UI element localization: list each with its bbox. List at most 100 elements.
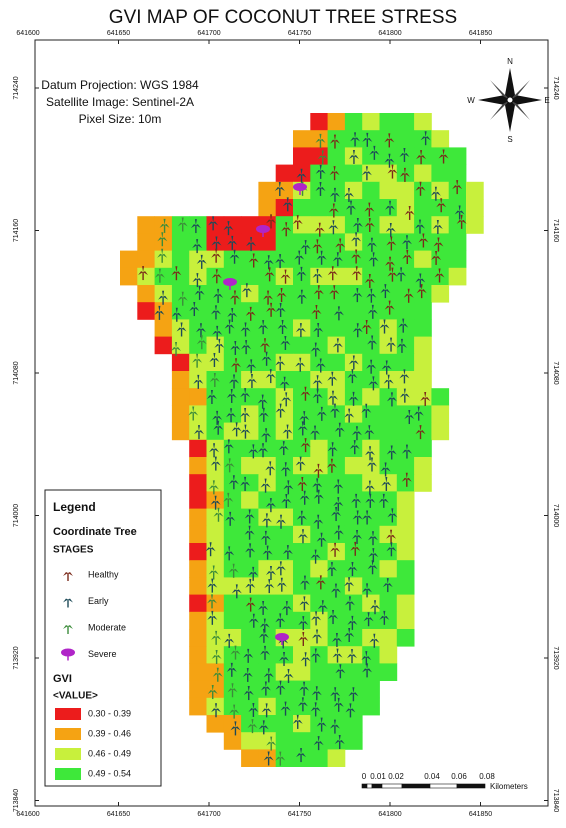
tree-icon [327,610,340,625]
gvi-cell [241,715,259,733]
tree-crown [275,288,288,298]
tree-crown [332,525,345,535]
gvi-cell [189,371,207,389]
tree-icon [263,267,276,282]
tree-crown [400,472,413,482]
tree-crown [316,600,329,610]
tree-crown [346,562,359,572]
tree-crown [243,509,256,519]
tree-crown [343,577,356,587]
tree-crown [298,575,311,585]
tree-icon [432,237,445,252]
tree-icon [328,187,341,202]
scale-label: 0.06 [451,772,467,781]
gvi-cell [293,457,311,475]
tree-icon [245,374,258,389]
tree-icon [414,273,427,288]
tree-crown [295,510,308,520]
gvi-cell [275,525,294,544]
gvi-cell [310,560,328,578]
tree-crown [342,188,355,198]
gvi-cell [206,611,225,630]
tree-icon [207,565,220,580]
tree-icon [363,425,376,440]
tree-crown [260,428,273,438]
gvi-cell [414,285,432,303]
tree-icon [275,514,288,529]
tree-icon [351,510,364,525]
tree-icon [294,357,307,372]
tree-crown [230,422,243,432]
tree-icon [212,507,225,522]
tree-icon [385,392,398,407]
gvi-cell [414,353,432,372]
gvi-cell [275,388,294,406]
tree-crown [156,232,169,242]
gvi-cell [396,353,415,372]
tree-icon [328,403,341,418]
tree-crown [277,441,290,451]
gvi-cell [258,181,277,200]
gvi-cell [241,560,259,578]
tree-crown [414,425,427,435]
tree-crown [298,490,311,500]
tree-icon [345,200,358,215]
tree-icon [398,369,411,384]
tree-icon [385,337,398,352]
tree-icon [351,323,364,338]
tree-icon [402,288,415,303]
tree-crown [257,320,270,330]
tree-icon [156,248,169,263]
tree-icon [378,319,391,334]
legend-swatch [55,748,81,760]
tree-icon [378,610,391,625]
tree-icon [229,721,242,736]
gvi-cell [396,577,415,595]
tree-crown [245,374,258,384]
gvi-cell [275,199,294,217]
gvi-cell [189,474,207,492]
tree-icon [137,266,150,281]
tree-crown [259,478,272,488]
x-tick-label: 641600 [16,811,39,818]
tree-crown [211,667,224,677]
tree-crown [377,493,390,503]
tree-crown [415,284,428,294]
tree-icon [347,391,360,406]
tree-icon [400,235,413,250]
tree-crown [360,319,373,329]
tree-crown [329,583,342,593]
scale-segment [371,783,383,789]
gvi-cell [258,371,277,389]
tree-crown [296,477,309,487]
tree-crown [350,426,363,436]
gvi-cell [362,371,380,389]
tree-icon [346,615,359,630]
tree-icon [193,285,206,300]
gvi-cell [275,577,294,595]
tree-points [137,131,468,766]
tree-crown [295,266,308,276]
tree-icon [260,428,273,443]
legend-label: Healthy [88,569,119,579]
tree-icon [260,351,273,366]
tree-crown [175,322,188,332]
tree-icon [331,648,344,663]
gvi-cell [293,388,311,406]
gvi-cell [344,285,363,303]
tree-crown [293,183,307,191]
tree-icon [191,353,204,368]
tree-icon [312,323,325,338]
tree-crown [191,273,204,283]
tree-crown [247,566,260,576]
gvi-cell [379,422,398,441]
tree-icon [222,221,235,236]
gvi-cell [137,233,155,251]
gvi-cell [396,285,415,303]
tree-crown [361,510,374,520]
tree-icon [366,335,379,350]
tree-icon [403,205,416,220]
tree-icon [380,476,393,491]
tree-icon [365,359,378,374]
tree-icon [291,714,304,729]
